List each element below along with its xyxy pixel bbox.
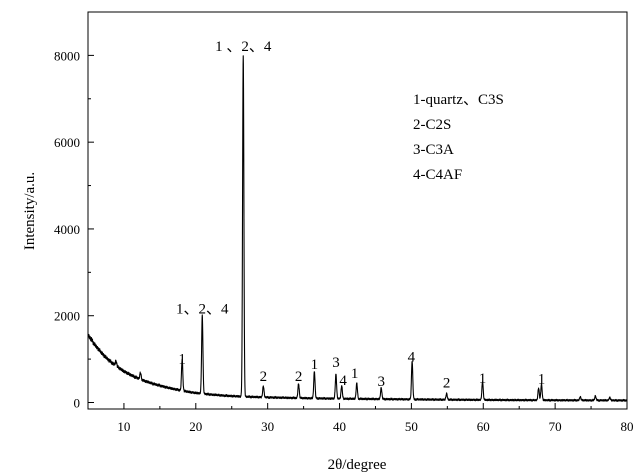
legend-item-1: 1-quartz、C3S [413, 92, 504, 108]
x-tick-label: 30 [261, 419, 274, 434]
peak-label: 1 [178, 351, 186, 367]
y-axis-label: Intensity/a.u. [22, 172, 38, 250]
peak-label: 2 [443, 376, 451, 392]
peak-label: 2 [260, 369, 268, 385]
x-axis-label: 2θ/degree [328, 457, 387, 473]
peak-label: 1 [311, 357, 319, 373]
plot-frame [87, 11, 628, 410]
x-tick-label: 50 [405, 419, 418, 434]
x-tick-label: 60 [477, 419, 490, 434]
peak-label: 3 [377, 374, 385, 390]
peak-label: 1 [479, 371, 487, 387]
peak-annotations: 1 、2、41、2、412 21 34 1 342 1 1 [176, 39, 545, 392]
x-tick-label: 10 [117, 419, 130, 434]
y-tick-label: 0 [74, 395, 81, 410]
peak-label: 1 、2、4 [215, 39, 272, 55]
peak-label: 4 [408, 350, 416, 366]
x-tick-label: 80 [621, 419, 634, 434]
series-line [87, 55, 628, 402]
legend: 1-quartz、C3S 2-C2S 3-C3A 4-C4AF [413, 92, 504, 183]
peak-label: 1 [538, 371, 546, 387]
y-tick-label: 8000 [54, 48, 80, 63]
tick-labels: 10 20 30 40 50 60 70 80 0 2000 4000 6000 8000 [54, 48, 634, 434]
peak-label: 4 [339, 373, 347, 389]
y-tick-label: 2000 [54, 309, 80, 324]
peak-label: 3 [332, 355, 340, 371]
peak-label: 2 [295, 369, 303, 385]
axis-ticks [87, 54, 628, 409]
x-tick-label: 20 [189, 419, 202, 434]
y-tick-label: 4000 [54, 222, 80, 237]
legend-item-2: 2-C2S [413, 117, 451, 133]
x-tick-label: 70 [549, 419, 562, 434]
legend-item-4: 4-C4AF [413, 167, 462, 183]
x-tick-label: 40 [333, 419, 346, 434]
y-tick-label: 6000 [54, 135, 80, 150]
legend-item-3: 3-C3A [413, 142, 454, 158]
peak-label: 1 [351, 366, 359, 382]
peak-label: 1、2、4 [176, 302, 229, 318]
